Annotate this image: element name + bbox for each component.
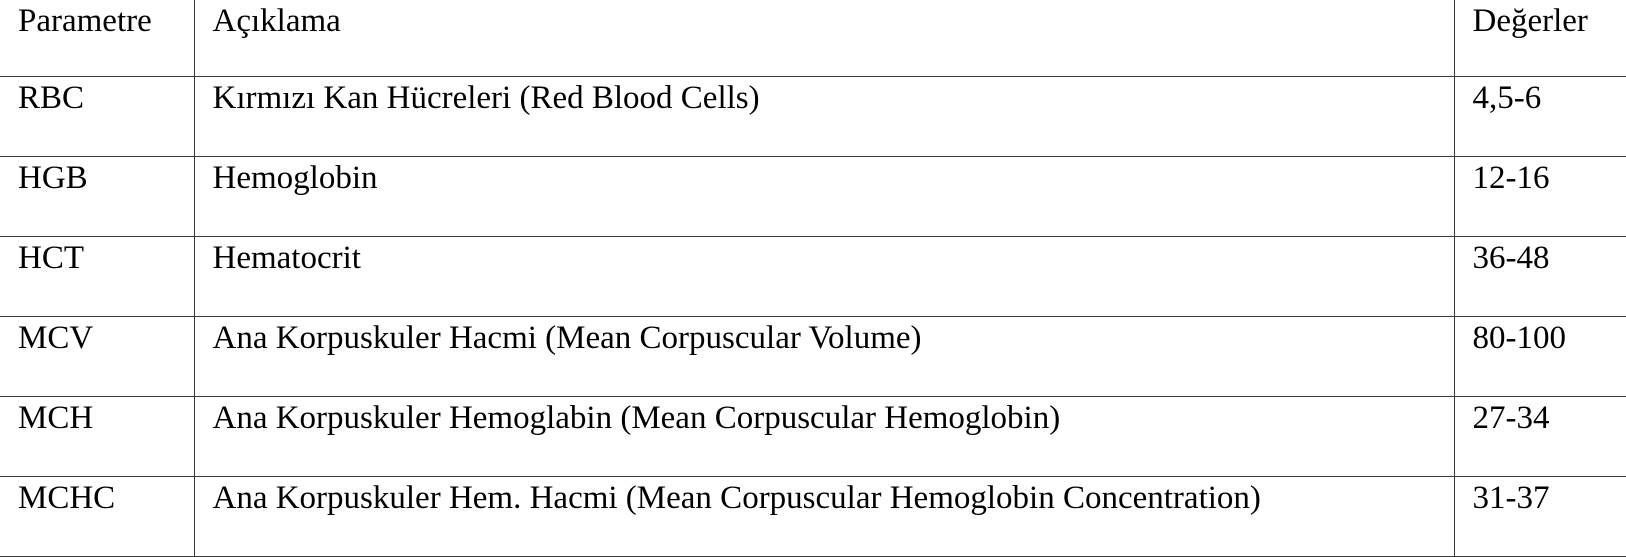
value-cell: 36-48: [1454, 236, 1626, 317]
description-cell: Hematocrit: [194, 236, 1455, 317]
value-cell: 4,5-6: [1454, 76, 1626, 157]
value-cell: 27-34: [1454, 396, 1626, 477]
table-row: MCH Ana Korpuskuler Hemoglabin (Mean Cor…: [0, 396, 1626, 477]
table-row: MCV Ana Korpuskuler Hacmi (Mean Corpuscu…: [0, 316, 1626, 397]
value-cell: 12-16: [1454, 156, 1626, 237]
header-parameter: Parametre: [0, 0, 195, 77]
parameter-cell: HGB: [0, 156, 195, 237]
parameter-cell: HCT: [0, 236, 195, 317]
description-cell: Kırmızı Kan Hücreleri (Red Blood Cells): [194, 76, 1455, 157]
table-row: MCHC Ana Korpuskuler Hem. Hacmi (Mean Co…: [0, 476, 1626, 557]
value-cell: 31-37: [1454, 476, 1626, 557]
table-row: HCT Hematocrit 36-48: [0, 236, 1626, 317]
description-cell: Ana Korpuskuler Hacmi (Mean Corpuscular …: [194, 316, 1455, 397]
description-cell: Hemoglobin: [194, 156, 1455, 237]
table-row: RBC Kırmızı Kan Hücreleri (Red Blood Cel…: [0, 76, 1626, 157]
parameter-cell: MCH: [0, 396, 195, 477]
table-row: HGB Hemoglobin 12-16: [0, 156, 1626, 237]
parameter-cell: MCV: [0, 316, 195, 397]
description-cell: Ana Korpuskuler Hem. Hacmi (Mean Corpusc…: [194, 476, 1455, 557]
header-values: Değerler: [1454, 0, 1626, 77]
value-cell: 80-100: [1454, 316, 1626, 397]
parameter-cell: MCHC: [0, 476, 195, 557]
header-description: Açıklama: [194, 0, 1455, 77]
table-header-row: Parametre Açıklama Değerler: [0, 0, 1626, 77]
parameter-cell: RBC: [0, 76, 195, 157]
description-cell: Ana Korpuskuler Hemoglabin (Mean Corpusc…: [194, 396, 1455, 477]
